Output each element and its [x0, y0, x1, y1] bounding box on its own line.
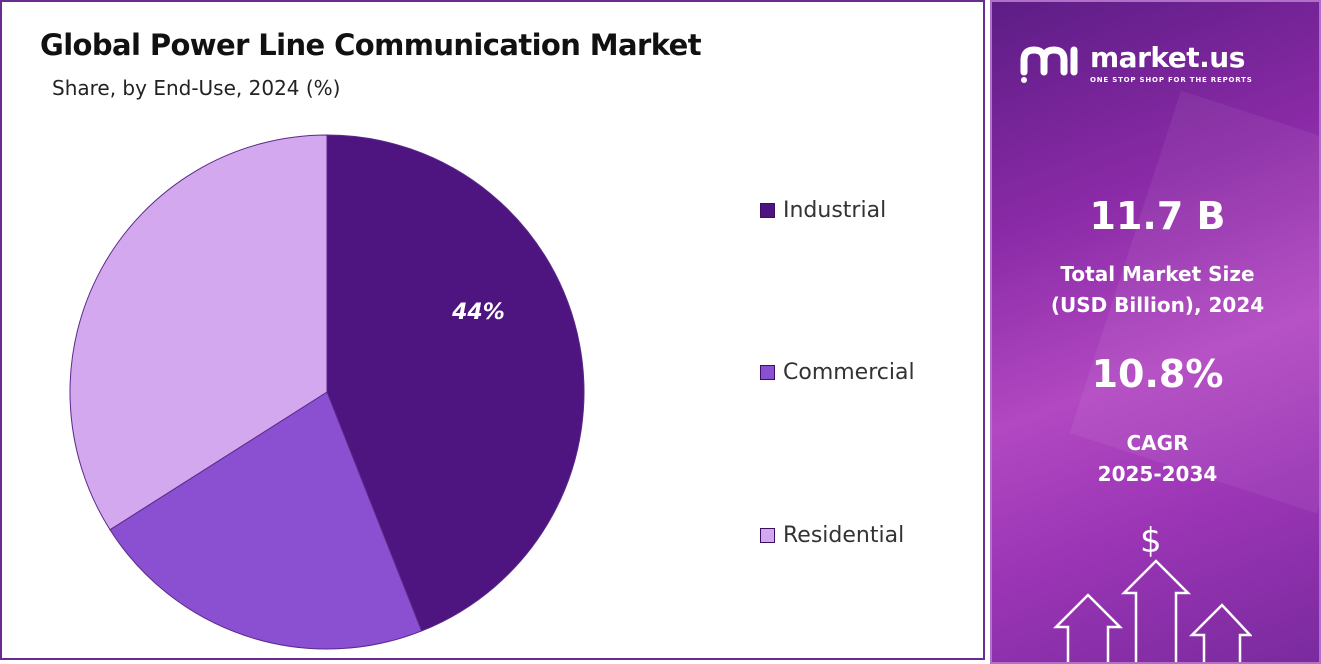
- legend-label-residential: Residential: [783, 523, 905, 548]
- brand-name: market.us: [1090, 41, 1245, 74]
- market-size-value: 11.7 B: [1089, 194, 1226, 238]
- pie-slice-commercial: [109, 391, 423, 650]
- growth-arrows-icon: [1052, 559, 1252, 662]
- market-us-logo-icon: [1020, 46, 1078, 83]
- legend-swatch-residential: [760, 528, 775, 543]
- chart-subtitle: Share, by End-Use, 2024 (%): [52, 76, 341, 100]
- market-size-label-line1: Total Market Size: [1060, 262, 1255, 286]
- market-size-label-line2: (USD Billion), 2024: [1050, 293, 1265, 317]
- pie-slice-industrial: [326, 134, 585, 632]
- data-label-industrial: 44%: [451, 300, 505, 325]
- dollar-icon: $: [1140, 521, 1162, 561]
- pie-chart: 44%: [69, 134, 585, 650]
- brand-tagline: ONE STOP SHOP FOR THE REPORTS: [1090, 76, 1253, 84]
- cagr-value: 10.8%: [1091, 352, 1224, 396]
- cagr-label-line2: 2025-2034: [1097, 462, 1218, 486]
- legend-item-residential: Residential: [760, 523, 904, 548]
- chart-title: Global Power Line Communication Market: [40, 28, 702, 62]
- pie-slice-residential: [69, 134, 328, 531]
- info-panel: market.us ONE STOP SHOP FOR THE REPORTS …: [990, 0, 1321, 664]
- legend-swatch-commercial: [760, 365, 775, 380]
- legend-item-industrial: Industrial: [760, 198, 886, 223]
- legend-item-commercial: Commercial: [760, 360, 915, 385]
- chart-panel: Global Power Line Communication Market S…: [0, 0, 985, 660]
- legend-swatch-industrial: [760, 203, 775, 218]
- cagr-label-line1: CAGR: [1126, 431, 1189, 455]
- brand-logo: market.us ONE STOP SHOP FOR THE REPORTS: [1018, 42, 1253, 86]
- legend-label-industrial: Industrial: [783, 198, 887, 223]
- brand-text: market.us ONE STOP SHOP FOR THE REPORTS: [1090, 41, 1253, 85]
- legend-label-commercial: Commercial: [783, 360, 915, 385]
